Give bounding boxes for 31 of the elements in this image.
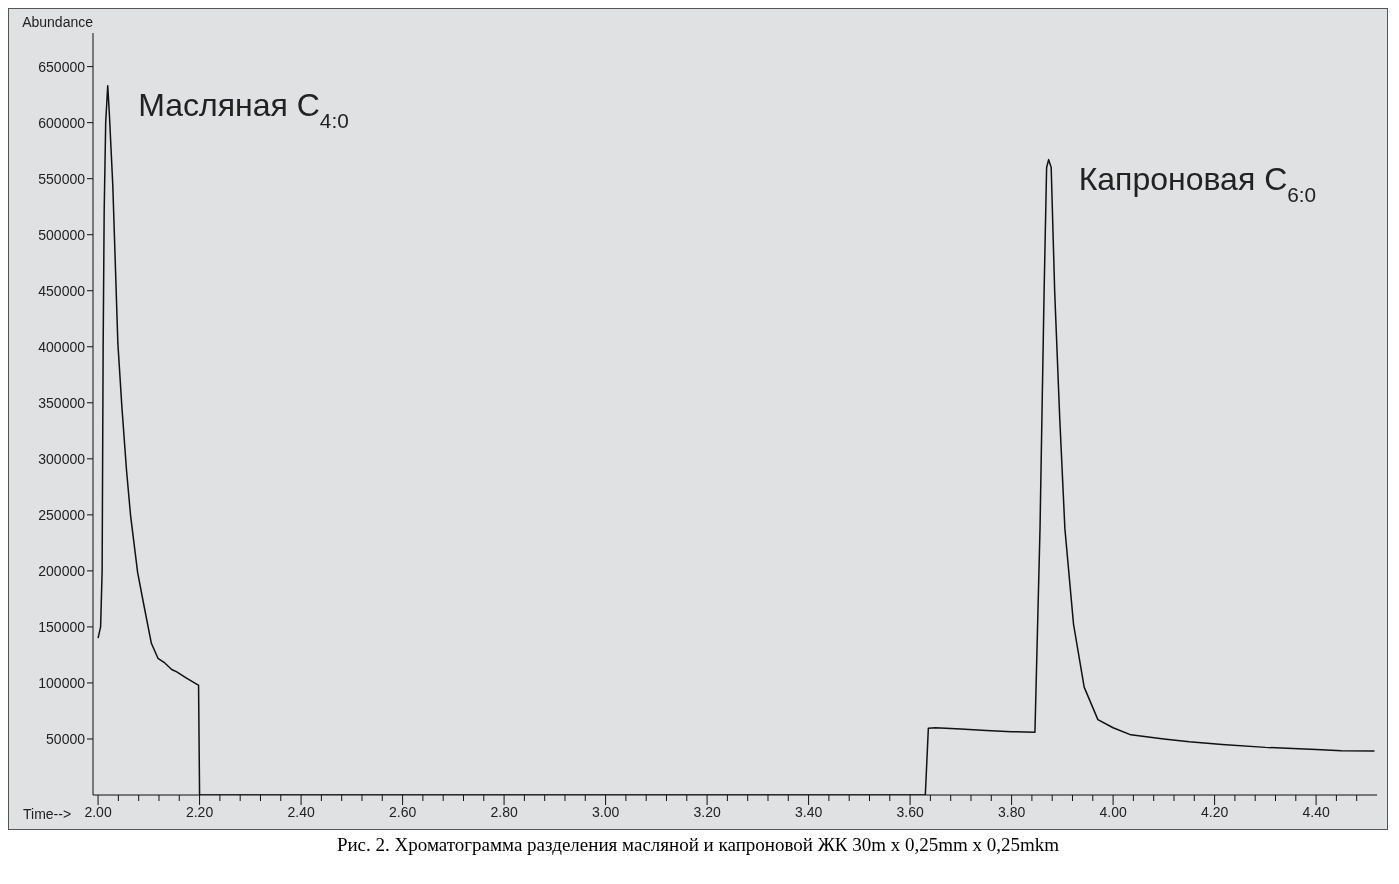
x-tick-label: 3.00 xyxy=(591,804,620,820)
y-tick-label: 300000 xyxy=(38,450,86,467)
x-axis-title: Time--> xyxy=(23,806,72,822)
y-tick-label: 550000 xyxy=(38,170,86,187)
y-tick-label: 400000 xyxy=(38,338,86,355)
x-tick-label: 4.20 xyxy=(1200,804,1229,820)
y-tick-label: 250000 xyxy=(38,506,86,523)
x-tick-label: 3.40 xyxy=(794,804,823,820)
x-tick-label: 3.20 xyxy=(693,804,721,820)
annotation: Капроновая C$_{6:0}$ xyxy=(1078,160,1317,206)
y-tick-label: 50000 xyxy=(46,730,86,747)
x-tick-label: 4.00 xyxy=(1099,804,1127,820)
x-tick-label: 4.40 xyxy=(1302,804,1330,820)
text: Рис. 2. Хроматограмма разделения масляной и капроновой ЖК 30m x 0,25mm x 0,25mkm xyxy=(335,834,1061,856)
annotation: Масляная C$_{4:0}$ xyxy=(138,86,349,132)
y-tick-label: 350000 xyxy=(38,394,86,411)
y-axis-title: Abundance xyxy=(22,14,94,30)
y-tick-label: 500000 xyxy=(38,226,86,243)
x-tick-label: 2.80 xyxy=(490,804,518,820)
y-tick-label: 200000 xyxy=(38,562,86,579)
x-tick-label: 2.60 xyxy=(388,804,417,820)
y-tick-label: 150000 xyxy=(38,618,86,635)
x-tick-label: 2.40 xyxy=(287,804,315,820)
y-tick-label: 450000 xyxy=(38,282,86,299)
x-tick-label: 2.20 xyxy=(185,804,214,820)
y-tick-label: 650000 xyxy=(38,58,86,75)
x-tick-label: 2.00 xyxy=(84,804,112,820)
y-tick-label: 600000 xyxy=(38,114,86,131)
x-tick-label: 3.80 xyxy=(997,804,1026,820)
y-tick-label: 100000 xyxy=(38,674,86,691)
x-tick-label: 3.60 xyxy=(896,804,924,820)
